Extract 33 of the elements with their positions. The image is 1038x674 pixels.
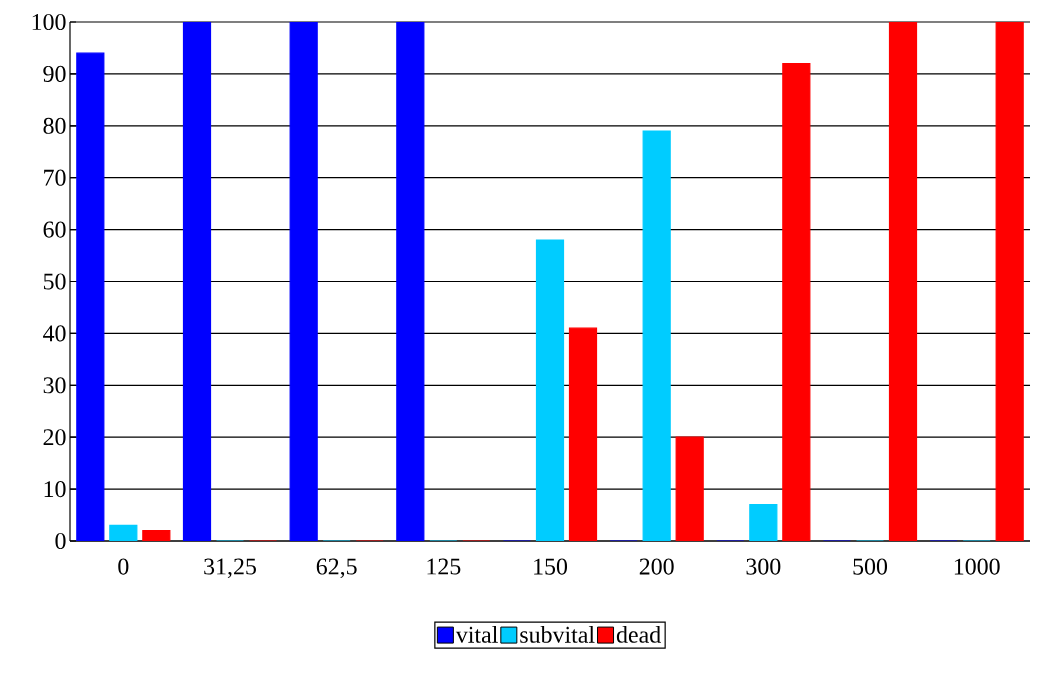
y-tick-label: 70 — [44, 169, 66, 186]
y-tick-label: 30 — [43, 377, 66, 394]
y-tick-label: 40 — [43, 325, 66, 342]
bar — [76, 52, 105, 541]
x-tick-label: 1000 — [954, 558, 1000, 575]
bar — [888, 21, 918, 541]
bar — [568, 327, 598, 541]
y-tick-label: 60 — [43, 221, 66, 238]
bar — [675, 436, 704, 541]
y-tick-label: 90 — [43, 65, 66, 82]
bar — [396, 21, 425, 541]
x-tick-label: 300 — [746, 558, 781, 575]
y-tick-label: 100 — [32, 13, 66, 31]
bar — [289, 21, 318, 541]
x-tick-label: 0 — [118, 558, 129, 575]
x-tick-label: 200 — [639, 558, 674, 575]
bar — [995, 21, 1024, 541]
y-tick-label: 80 — [43, 117, 66, 134]
y-tick-label: 50 — [43, 273, 66, 290]
y-tick-label: 0 — [55, 532, 66, 550]
x-tick-label: 62,5 — [316, 558, 357, 579]
bar — [782, 62, 811, 541]
x-tick-label: 31,25 — [204, 558, 256, 579]
x-tick-label: 125 — [427, 558, 461, 575]
legend-label: vital — [455, 626, 498, 643]
bar — [182, 21, 212, 541]
y-tick-label: 10 — [44, 481, 66, 498]
x-tick-label: 150 — [534, 558, 568, 575]
y-tick-label: 20 — [43, 429, 66, 446]
legend-label: dead — [616, 626, 661, 643]
bar — [142, 530, 171, 541]
legend-label: subvital — [520, 626, 595, 643]
x-tick-label: 500 — [853, 558, 888, 575]
